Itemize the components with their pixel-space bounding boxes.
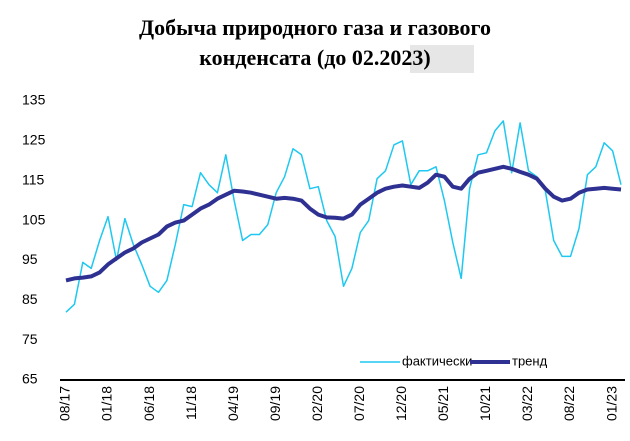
y-tick-label: 65: [22, 371, 38, 387]
x-tick-label: 03/22: [519, 386, 535, 421]
x-tick-label: 10/21: [477, 386, 493, 421]
x-tick-label: 06/18: [141, 386, 157, 421]
y-tick-label: 75: [22, 331, 38, 347]
x-tick-label: 08/17: [57, 386, 73, 421]
x-tick-label: 01/23: [603, 386, 619, 421]
title-highlight: [410, 45, 474, 73]
line-series: [65, 120, 622, 313]
line-series: [65, 164, 622, 283]
y-tick-label: 105: [22, 211, 46, 227]
x-tick-label: 02/20: [309, 386, 325, 421]
y-tick-label: 95: [22, 251, 38, 267]
x-tick-label: 08/22: [561, 386, 577, 421]
x-tick-label: 09/19: [267, 386, 283, 421]
chart-title: конденсата (до 02.2023): [199, 45, 430, 70]
chart-title: Добыча природного газа и газового: [139, 15, 491, 40]
legend-label: фактически: [402, 353, 472, 368]
x-tick-label: 01/18: [99, 386, 115, 421]
y-tick-label: 135: [22, 92, 46, 108]
legend-label: тренд: [512, 353, 548, 368]
x-tick-label: 07/20: [351, 386, 367, 421]
y-tick-label: 85: [22, 291, 38, 307]
x-tick-label: 11/18: [183, 386, 199, 420]
x-tick-label: 04/19: [225, 386, 241, 421]
y-tick-label: 115: [22, 171, 45, 187]
x-tick-label: 05/21: [435, 386, 451, 421]
x-tick-label: 12/20: [393, 386, 409, 421]
y-tick-label: 125: [22, 132, 46, 148]
